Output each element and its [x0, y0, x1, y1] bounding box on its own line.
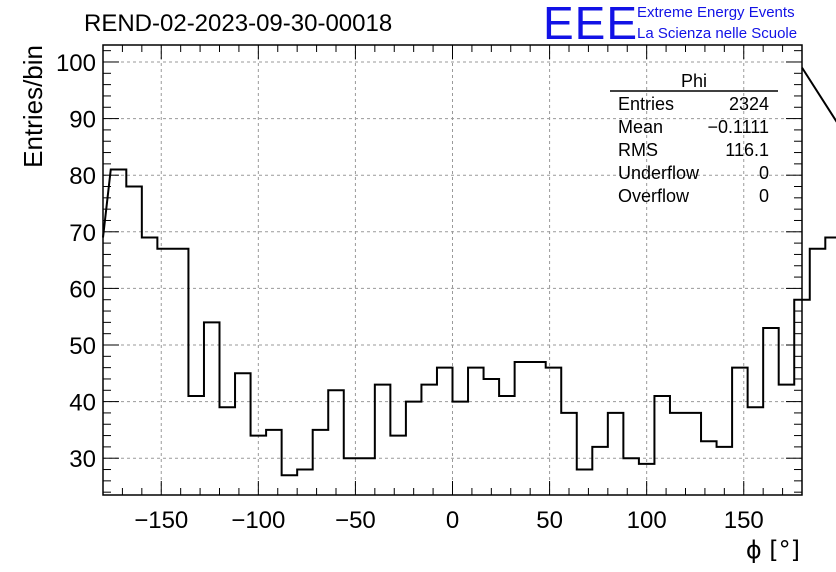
stats-value: 0: [759, 163, 769, 183]
eee-logo-mark: EEE: [543, 0, 639, 49]
x-tick-label: −150: [134, 507, 188, 534]
x-tick-label: 150: [724, 507, 764, 534]
stats-label: RMS: [618, 140, 658, 160]
grid-lines: [103, 45, 802, 495]
y-tick-label: 70: [69, 220, 96, 247]
x-tick-label: −100: [231, 507, 285, 534]
y-tick-label: 40: [69, 390, 96, 417]
y-tick-label: 30: [69, 446, 96, 473]
histogram-outline: [102, 67, 836, 477]
y-tick-label: 80: [69, 163, 96, 190]
stats-box: Phi Entries 2324 Mean −0.1111 RMS 116.1 Underfl…: [610, 71, 778, 206]
stats-value: 116.1: [725, 140, 769, 160]
y-tick-label: 50: [69, 333, 96, 360]
x-tick-labels: −150 −100 −50 0 50 100 150: [134, 507, 764, 534]
stats-value: −0.1111: [707, 117, 769, 137]
x-axis-label: ϕ [°]: [746, 536, 800, 564]
x-tick-label: 100: [627, 507, 667, 534]
stats-label: Entries: [618, 94, 674, 114]
stats-label: Mean: [618, 117, 663, 137]
y-tick-label: 60: [69, 276, 96, 303]
eee-logo-line2: La Scienza nelle Scuole: [637, 25, 798, 42]
stats-name: Phi: [681, 71, 707, 91]
stats-label: Overflow: [618, 186, 690, 206]
stats-value: 0: [759, 186, 769, 206]
x-tick-label: −50: [335, 507, 376, 534]
y-axis-label: Entries/bin: [18, 45, 48, 168]
stats-value: 2324: [729, 94, 769, 114]
stats-label: Underflow: [618, 163, 700, 183]
x-tick-label: 0: [446, 507, 459, 534]
eee-logo-line1: Extreme Energy Events: [637, 4, 795, 21]
y-tick-labels: 30 40 50 60 70 80 90 100: [56, 50, 96, 473]
y-tick-label: 100: [56, 50, 96, 77]
y-tick-label: 90: [69, 107, 96, 134]
axis-ticks: [102, 45, 803, 495]
x-tick-label: 50: [536, 507, 563, 534]
chart-title: REND-02-2023-09-30-00018: [84, 10, 393, 37]
